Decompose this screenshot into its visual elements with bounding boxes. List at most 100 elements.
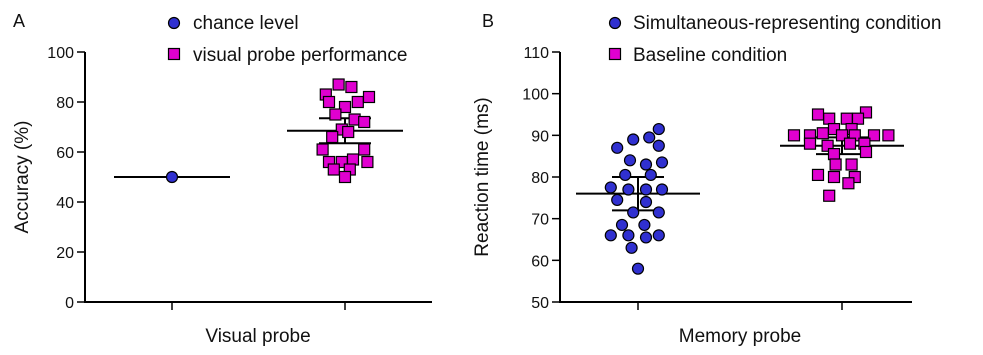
point-series-1-20 [829, 158, 842, 171]
point-series-1-24 [848, 170, 861, 184]
point-series-0-12 [639, 183, 653, 196]
panel-a-y-ticks: 0 20 40 60 80 100 [47, 45, 85, 312]
point-series-0-5 [623, 154, 637, 167]
y-tick-label-3: 80 [531, 170, 549, 187]
point-series-1-21 [845, 158, 858, 171]
point-series-1-22 [811, 168, 825, 182]
point-series-1-7 [329, 108, 342, 121]
y-tick-label-4: 90 [531, 128, 549, 145]
point-series-1-17 [346, 153, 360, 166]
y-tick-label-1: 60 [531, 253, 549, 270]
point-series-1-2 [823, 112, 836, 125]
y-tick-label-0: 0 [65, 295, 74, 312]
point-series-0-2 [643, 131, 656, 144]
panel-a-legend: chance level visual probe performance [167, 13, 407, 66]
panel-b-legend: Simultaneous-representing condition Base… [608, 13, 941, 66]
legend-marker-baseline [608, 47, 622, 61]
y-tick-label-5: 100 [47, 45, 74, 62]
panel-a: A chance level visual probe performance … [12, 11, 432, 347]
point-series-1-2 [345, 80, 358, 94]
panel-b: B Simultaneous-representing condition Ba… [472, 11, 941, 347]
legend-marker-visual-probe-performance [167, 47, 181, 61]
point-series-1-21 [338, 170, 352, 184]
point-series-0-16 [627, 206, 640, 219]
panel-b-letter: B [482, 11, 494, 31]
legend-label-baseline: Baseline condition [633, 45, 787, 66]
point-series-1-9 [816, 127, 829, 140]
point-series-1-1 [859, 106, 873, 119]
point-series-1-4 [338, 100, 352, 114]
y-tick-label-3: 60 [56, 145, 74, 162]
y-tick-label-1: 20 [56, 245, 74, 262]
point-series-1-10 [835, 129, 849, 142]
panel-b-y-ticks: 50 60 70 80 90 100 110 [522, 45, 560, 312]
point-series-1-14 [358, 143, 371, 156]
point-series-1-1 [332, 78, 345, 91]
point-series-0-22 [639, 231, 653, 244]
point-series-0-21 [622, 229, 635, 242]
point-series-0-7 [655, 156, 669, 169]
point-series-1-15 [821, 139, 834, 152]
panel-a-y-axis-label: Accuracy (%) [12, 121, 33, 234]
y-tick-label-2: 40 [56, 195, 74, 212]
point-series-1-12 [342, 125, 355, 139]
point-series-0-18 [615, 218, 629, 232]
point-series-0-1 [627, 133, 640, 146]
point-series-0-24 [625, 241, 638, 254]
point-series-1-19 [859, 145, 873, 159]
point-series-0-9 [644, 168, 657, 182]
point-series-1-12 [867, 129, 881, 142]
point-series-1-18 [827, 147, 841, 161]
point-series-1-10 [358, 115, 371, 129]
point-series-1-0 [811, 108, 825, 121]
legend-label-chance-level: chance level [193, 13, 299, 34]
point-series-0-0 [652, 122, 665, 136]
point-series-1-26 [823, 189, 836, 202]
point-series-1-3 [322, 95, 336, 109]
y-tick-label-0: 50 [531, 295, 549, 312]
point-series-1-14 [803, 137, 817, 150]
point-series-1-4 [851, 112, 865, 125]
point-series-0-10 [604, 181, 617, 194]
panel-a-points [165, 78, 376, 184]
point-series-0-14 [611, 193, 624, 207]
point-series-1-13 [882, 129, 895, 142]
point-series-1-7 [787, 129, 801, 142]
point-series-1-23 [827, 170, 841, 184]
point-series-1-3 [840, 112, 853, 125]
point-series-0-6 [639, 158, 653, 171]
point-series-0-13 [655, 183, 669, 196]
point-series-1-16 [843, 137, 857, 150]
point-series-0-25 [631, 262, 645, 275]
point-series-0-11 [622, 183, 635, 196]
legend-marker-simultaneous-representing [608, 16, 622, 30]
point-series-1-18 [361, 155, 374, 169]
point-series-0-0 [165, 170, 179, 184]
panel-a-x-axis-label: Visual probe [205, 326, 310, 347]
point-series-1-25 [842, 177, 855, 190]
point-series-0-20 [604, 229, 617, 242]
point-series-0-3 [611, 141, 624, 154]
legend-label-visual-probe-performance: visual probe performance [193, 45, 407, 66]
y-tick-label-4: 80 [56, 95, 74, 112]
point-series-1-11 [326, 130, 339, 144]
point-series-0-23 [652, 229, 665, 242]
legend-label-simultaneous-representing: Simultaneous-representing condition [633, 13, 941, 34]
point-series-0-15 [639, 195, 653, 209]
point-series-0-4 [652, 139, 665, 152]
y-tick-label-5: 100 [522, 87, 549, 104]
panel-b-x-axis-label: Memory probe [679, 326, 802, 347]
point-series-1-6 [362, 90, 376, 104]
panel-b-points [604, 106, 895, 275]
y-tick-label-2: 70 [531, 212, 549, 229]
point-series-0-19 [638, 218, 651, 232]
point-series-1-19 [327, 163, 340, 176]
point-series-0-8 [619, 168, 632, 182]
point-series-0-17 [652, 206, 665, 219]
point-series-1-5 [351, 95, 364, 109]
panel-b-y-axis-label: Reaction time (ms) [472, 97, 493, 256]
point-series-1-13 [316, 143, 329, 156]
panel-a-letter: A [13, 11, 25, 31]
